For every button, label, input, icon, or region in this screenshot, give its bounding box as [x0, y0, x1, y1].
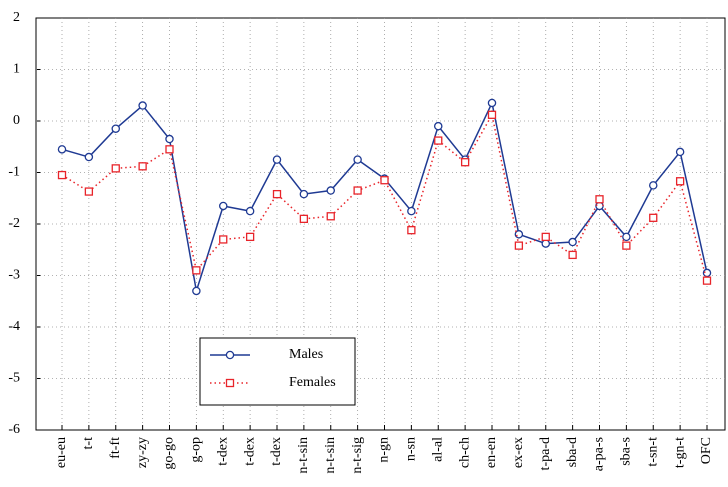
point [434, 136, 443, 145]
x-tick-label: a-pa-s [592, 437, 607, 471]
x-tick-label: n-t-sig [350, 437, 365, 474]
point [649, 213, 658, 222]
x-tick-label: n-t-sin [296, 437, 311, 474]
y-tick-label: 0 [13, 113, 20, 128]
x-tick-label: t-pa-d [538, 437, 553, 470]
point [138, 162, 147, 171]
x-tick-label: go-go [162, 437, 177, 470]
x-tick-label: ft-ft [108, 437, 123, 459]
x-tick-label: t-dex [269, 437, 284, 466]
point [84, 187, 94, 196]
x-tick-label: n-gn [377, 437, 392, 463]
point [326, 212, 335, 221]
point [568, 250, 577, 260]
x-tick-label: n-t-sin [323, 437, 338, 474]
series-line [61, 112, 708, 281]
x-tick-label: ch-ch [457, 437, 472, 468]
point [218, 201, 228, 211]
x-tick-label: t-gn-t [672, 437, 687, 468]
y-tick-label: -3 [8, 268, 20, 283]
x-tick-label: n-sn [404, 437, 419, 461]
point [272, 189, 282, 199]
point [568, 237, 577, 247]
point [57, 170, 67, 180]
point [192, 266, 201, 275]
legend-label: Females [289, 375, 336, 390]
point [487, 98, 497, 108]
point [272, 155, 282, 164]
point [299, 189, 309, 199]
point [675, 147, 685, 157]
point [57, 145, 67, 154]
point [219, 235, 228, 244]
y-tick-label: -5 [8, 371, 20, 386]
point [111, 124, 121, 133]
legend-label: Males [289, 347, 323, 362]
point [84, 152, 94, 162]
point [649, 181, 658, 190]
legend-box [199, 337, 356, 406]
point [702, 276, 712, 285]
point [541, 232, 550, 242]
point [353, 186, 362, 195]
point [487, 110, 497, 119]
point [165, 134, 174, 144]
x-tick-label: zy-zy [135, 437, 150, 468]
point [111, 164, 120, 173]
y-tick-label: -4 [8, 319, 20, 334]
x-tick-label: t-sn-t [645, 437, 660, 467]
x-tick-label: t-t [81, 437, 96, 450]
x-tick-label: ex-ex [511, 437, 526, 468]
y-tick-label: 2 [13, 10, 20, 25]
point [622, 232, 631, 242]
point [192, 286, 201, 296]
point [675, 177, 685, 186]
point [299, 214, 309, 224]
x-tick-label: t-dex [215, 437, 230, 466]
point [433, 121, 443, 131]
x-tick-label: al-al [430, 437, 445, 462]
point [514, 241, 524, 250]
point [353, 155, 362, 164]
point [460, 158, 470, 167]
x-tick-label: g-op [189, 437, 204, 463]
point [326, 186, 335, 195]
x-tick-label: sba-s [619, 437, 634, 466]
x-tick-label: eu-eu [54, 437, 69, 468]
x-tick-label: en-en [484, 437, 499, 468]
x-tick-label: sba-d [565, 437, 580, 467]
y-tick-label: -1 [8, 165, 20, 180]
y-tick-label: -6 [8, 422, 20, 437]
x-tick-label: OFC [699, 437, 714, 464]
legend-marker [225, 350, 235, 360]
point [380, 176, 389, 185]
point [595, 195, 604, 204]
x-tick-label: t-dex [242, 437, 257, 466]
point [245, 232, 255, 242]
point [245, 206, 255, 216]
legend-marker [225, 378, 235, 388]
point [407, 226, 416, 235]
y-tick-label: -2 [8, 216, 20, 231]
point [138, 101, 147, 110]
point [407, 206, 416, 216]
point [165, 145, 174, 154]
point [541, 239, 551, 248]
y-tick-label: 1 [13, 62, 20, 77]
point [622, 241, 631, 250]
